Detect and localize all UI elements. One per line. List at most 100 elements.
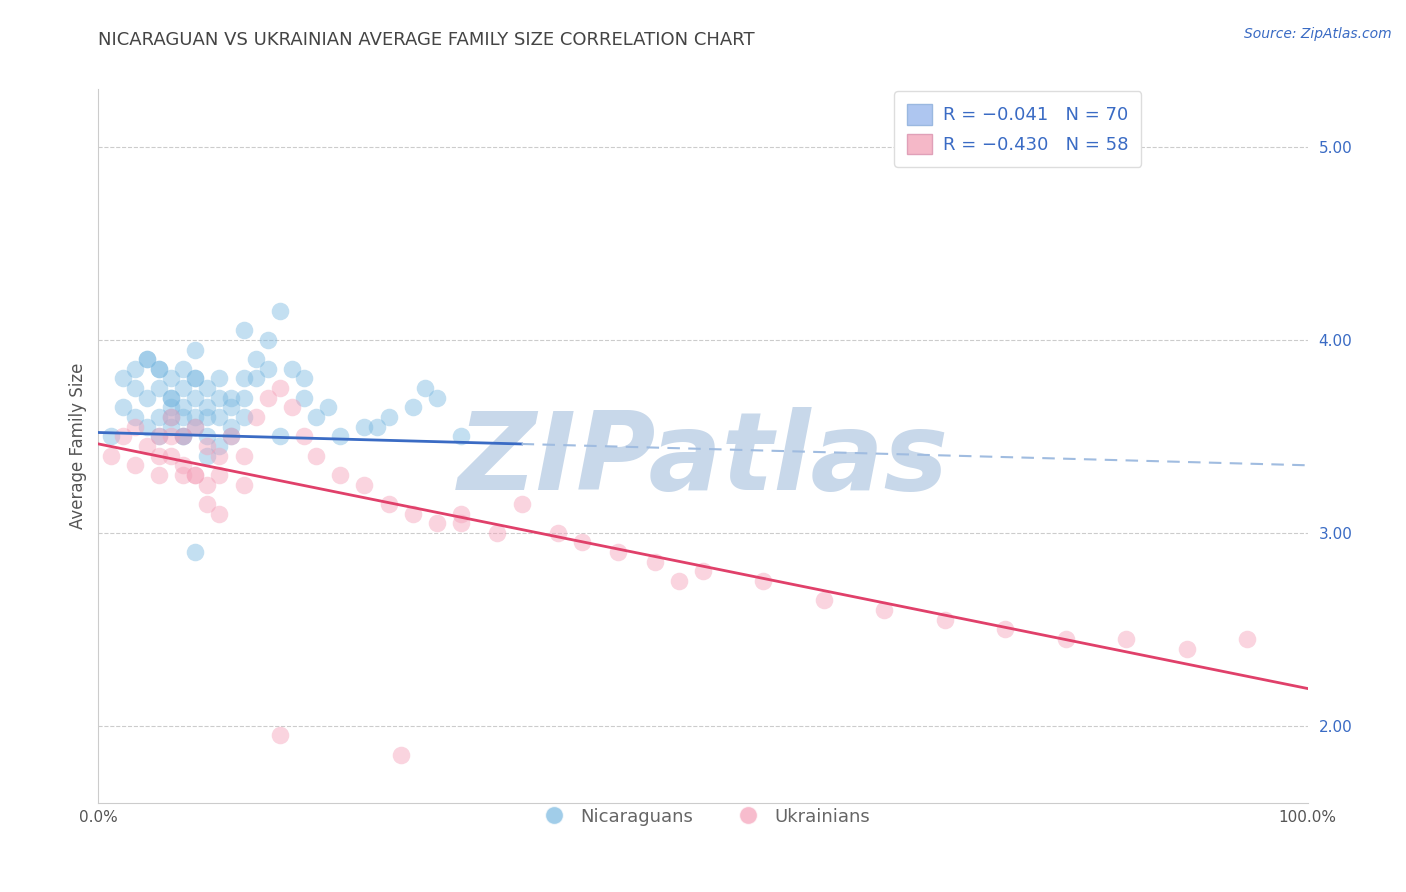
Point: [111, 429, 134, 443]
Point: [208, 439, 231, 453]
Point: [148, 381, 170, 395]
Point: [232, 391, 254, 405]
Point: [135, 352, 157, 367]
Point: [269, 429, 291, 443]
Point: [160, 449, 183, 463]
Point: [256, 362, 278, 376]
Point: [160, 410, 183, 425]
Point: [353, 477, 375, 491]
Point: [195, 410, 218, 425]
Point: [208, 467, 231, 482]
Point: [245, 352, 267, 367]
Point: [172, 362, 194, 376]
Point: [269, 304, 291, 318]
Point: [292, 429, 315, 443]
Point: [135, 352, 157, 367]
Point: [135, 439, 157, 453]
Point: [292, 391, 315, 405]
Point: [160, 419, 183, 434]
Point: [148, 362, 170, 376]
Point: [571, 535, 593, 549]
Y-axis label: Average Family Size: Average Family Size: [69, 363, 87, 529]
Point: [366, 419, 388, 434]
Point: [232, 477, 254, 491]
Point: [329, 429, 352, 443]
Point: [607, 545, 630, 559]
Point: [232, 323, 254, 337]
Point: [100, 449, 122, 463]
Point: [135, 419, 157, 434]
Point: [184, 419, 207, 434]
Point: [221, 419, 243, 434]
Point: [195, 477, 218, 491]
Point: [124, 458, 146, 473]
Point: [148, 362, 170, 376]
Point: [184, 545, 207, 559]
Point: [316, 401, 339, 415]
Point: [813, 593, 835, 607]
Point: [245, 371, 267, 385]
Point: [547, 525, 569, 540]
Point: [172, 429, 194, 443]
Point: [377, 497, 399, 511]
Point: [353, 419, 375, 434]
Point: [148, 429, 170, 443]
Point: [172, 467, 194, 482]
Point: [172, 429, 194, 443]
Point: [148, 429, 170, 443]
Point: [195, 497, 218, 511]
Text: NICARAGUAN VS UKRAINIAN AVERAGE FAMILY SIZE CORRELATION CHART: NICARAGUAN VS UKRAINIAN AVERAGE FAMILY S…: [98, 31, 755, 49]
Point: [1236, 632, 1258, 646]
Point: [221, 429, 243, 443]
Point: [245, 410, 267, 425]
Point: [1054, 632, 1077, 646]
Point: [232, 449, 254, 463]
Point: [160, 391, 183, 405]
Point: [160, 401, 183, 415]
Point: [752, 574, 775, 588]
Text: ZIPatlas: ZIPatlas: [457, 408, 949, 513]
Point: [305, 410, 328, 425]
Point: [184, 419, 207, 434]
Point: [232, 371, 254, 385]
Point: [160, 391, 183, 405]
Point: [413, 381, 436, 395]
Point: [256, 333, 278, 347]
Point: [184, 371, 207, 385]
Point: [160, 410, 183, 425]
Point: [148, 467, 170, 482]
Point: [450, 516, 472, 530]
Point: [111, 371, 134, 385]
Point: [305, 449, 328, 463]
Point: [160, 429, 183, 443]
Point: [269, 728, 291, 742]
Point: [221, 429, 243, 443]
Point: [221, 401, 243, 415]
Point: [195, 381, 218, 395]
Legend: Nicaraguans, Ukrainians: Nicaraguans, Ukrainians: [529, 801, 877, 833]
Point: [994, 622, 1017, 636]
Point: [281, 362, 304, 376]
Point: [184, 371, 207, 385]
Point: [668, 574, 690, 588]
Point: [111, 401, 134, 415]
Point: [184, 343, 207, 357]
Point: [389, 747, 412, 762]
Point: [221, 391, 243, 405]
Point: [208, 410, 231, 425]
Point: [195, 401, 218, 415]
Point: [195, 439, 218, 453]
Point: [208, 507, 231, 521]
Point: [208, 449, 231, 463]
Point: [644, 555, 666, 569]
Point: [148, 410, 170, 425]
Point: [172, 401, 194, 415]
Point: [195, 429, 218, 443]
Point: [135, 391, 157, 405]
Point: [256, 391, 278, 405]
Point: [402, 401, 425, 415]
Point: [269, 381, 291, 395]
Text: Source: ZipAtlas.com: Source: ZipAtlas.com: [1244, 27, 1392, 41]
Point: [184, 410, 207, 425]
Point: [292, 371, 315, 385]
